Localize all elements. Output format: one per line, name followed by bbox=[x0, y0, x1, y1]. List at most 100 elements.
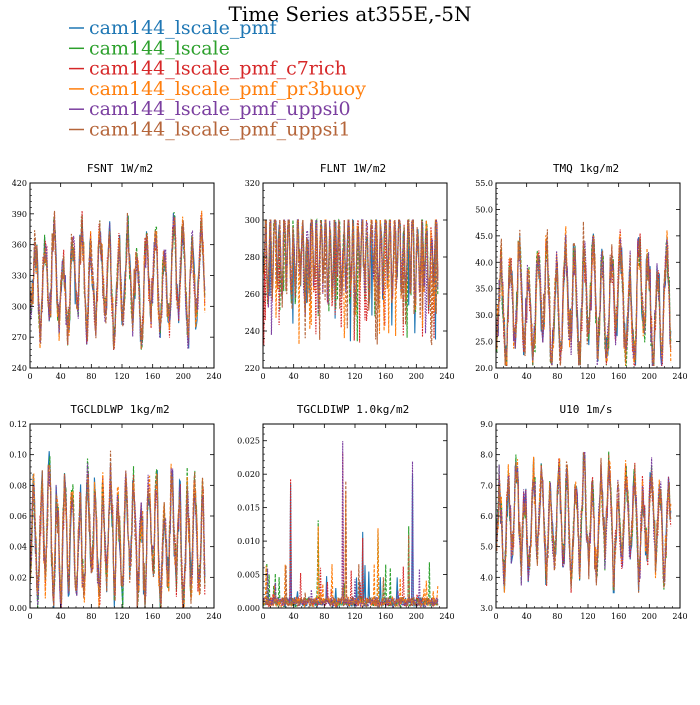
series-line-3-5 bbox=[30, 450, 206, 608]
y-tick-label-1-0: 220 bbox=[245, 364, 260, 373]
y-tick-label-5-4: 7.0 bbox=[480, 481, 493, 490]
y-tick-label-5-2: 5.0 bbox=[480, 543, 493, 552]
y-tick-label-2-7: 55.0 bbox=[475, 179, 493, 188]
series-line-3-4 bbox=[30, 463, 206, 608]
x-tick-label-1-4: 160 bbox=[378, 372, 393, 381]
x-tick-label-5-6: 240 bbox=[672, 612, 687, 621]
x-tick-label-0-2: 80 bbox=[86, 372, 96, 381]
x-tick-label-1-3: 120 bbox=[347, 372, 362, 381]
x-tick-label-5-3: 120 bbox=[580, 612, 595, 621]
series-group-4 bbox=[263, 441, 439, 608]
legend: cam144_lscale_pmfcam144_lscalecam144_lsc… bbox=[69, 17, 366, 141]
panel-title-5: U10 1m/s bbox=[560, 403, 613, 416]
series-line-2-5 bbox=[496, 221, 672, 366]
y-tick-label-3-5: 0.10 bbox=[9, 451, 27, 460]
x-tick-label-0-4: 160 bbox=[145, 372, 160, 381]
panel-1: FLNT 1W/m2 0 40 80 120 160 200 240 220 240 260 280 3… bbox=[245, 162, 455, 381]
x-tick-label-4-0: 0 bbox=[260, 612, 265, 621]
y-tick-label-0-3: 330 bbox=[12, 272, 27, 281]
x-tick-label-1-5: 200 bbox=[409, 372, 424, 381]
legend-label-2: cam144_lscale_pmf_c7rich bbox=[89, 58, 347, 80]
x-tick-label-3-4: 160 bbox=[145, 612, 160, 621]
y-tick-label-4-3: 0.015 bbox=[237, 504, 260, 513]
y-tick-label-3-0: 0.00 bbox=[9, 604, 27, 613]
y-tick-label-4-2: 0.010 bbox=[237, 537, 260, 546]
x-tick-label-5-1: 40 bbox=[522, 612, 532, 621]
y-tick-label-4-5: 0.025 bbox=[237, 437, 260, 446]
y-tick-label-2-1: 25.0 bbox=[475, 338, 493, 347]
x-tick-label-0-0: 0 bbox=[27, 372, 32, 381]
y-tick-label-2-3: 35.0 bbox=[475, 285, 493, 294]
x-tick-label-4-4: 160 bbox=[378, 612, 393, 621]
x-tick-label-1-1: 40 bbox=[289, 372, 299, 381]
series-group-2 bbox=[496, 221, 672, 366]
x-tick-label-3-1: 40 bbox=[56, 612, 66, 621]
y-tick-label-2-6: 50.0 bbox=[475, 205, 493, 214]
y-tick-label-0-6: 420 bbox=[12, 179, 27, 188]
series-line-5-4 bbox=[496, 450, 672, 590]
panels: FSNT 1W/m2 0 40 80 120 160 200 240 240 270 300 330 3… bbox=[9, 162, 687, 621]
x-tick-label-2-5: 200 bbox=[642, 372, 657, 381]
panel-title-0: FSNT 1W/m2 bbox=[87, 162, 153, 175]
panel-3: TGCLDLWP 1kg/m2 0 40 80 120 160 200 240 0.00 0.02… bbox=[9, 403, 221, 621]
panel-title-4: TGCLDIWP 1.0kg/m2 bbox=[297, 403, 410, 416]
x-tick-label-4-2: 80 bbox=[319, 612, 329, 621]
y-tick-label-2-2: 30.0 bbox=[475, 311, 493, 320]
y-tick-label-3-1: 0.02 bbox=[9, 573, 27, 582]
series-group-1 bbox=[263, 217, 439, 346]
y-tick-label-3-6: 0.12 bbox=[9, 420, 27, 429]
panel-5: U10 1m/s 0 40 80 120 160 200 240 3.0 4.0 5.0 6.0 7.0… bbox=[480, 403, 687, 621]
y-tick-label-1-1: 240 bbox=[245, 327, 260, 336]
panel-2: TMQ 1kg/m2 0 40 80 120 160 200 240 20.0 25.0 30.0 3… bbox=[475, 162, 687, 381]
panel-4: TGCLDIWP 1.0kg/m2 0 40 80 120 160 200 240 0.000 0… bbox=[237, 403, 455, 621]
x-tick-label-4-3: 120 bbox=[347, 612, 362, 621]
y-tick-label-5-1: 4.0 bbox=[480, 573, 493, 582]
x-tick-label-2-3: 120 bbox=[580, 372, 595, 381]
x-tick-label-2-0: 0 bbox=[493, 372, 498, 381]
y-tick-label-0-4: 360 bbox=[12, 241, 27, 250]
legend-label-0: cam144_lscale_pmf bbox=[89, 17, 279, 39]
series-group-5 bbox=[496, 450, 672, 594]
y-tick-label-4-4: 0.020 bbox=[237, 470, 260, 479]
x-tick-label-2-1: 40 bbox=[522, 372, 532, 381]
x-tick-label-5-0: 0 bbox=[493, 612, 498, 621]
x-tick-label-5-5: 200 bbox=[642, 612, 657, 621]
legend-label-1: cam144_lscale bbox=[89, 37, 230, 59]
x-tick-label-2-6: 240 bbox=[672, 372, 687, 381]
x-tick-label-1-6: 240 bbox=[439, 372, 454, 381]
y-tick-label-1-2: 260 bbox=[245, 290, 260, 299]
y-tick-label-3-4: 0.08 bbox=[9, 481, 27, 490]
y-tick-label-2-4: 40.0 bbox=[475, 258, 493, 267]
y-tick-label-5-6: 9.0 bbox=[480, 420, 493, 429]
y-tick-label-0-0: 240 bbox=[12, 364, 27, 373]
y-tick-label-5-3: 6.0 bbox=[480, 512, 493, 521]
x-tick-label-0-3: 120 bbox=[114, 372, 129, 381]
x-tick-label-3-0: 0 bbox=[27, 612, 32, 621]
x-tick-label-1-0: 0 bbox=[260, 372, 265, 381]
y-tick-label-5-0: 3.0 bbox=[480, 604, 493, 613]
series-group-3 bbox=[30, 450, 206, 608]
y-tick-label-4-1: 0.005 bbox=[237, 571, 260, 580]
series-group-0 bbox=[30, 210, 206, 351]
panel-0: FSNT 1W/m2 0 40 80 120 160 200 240 240 270 300 330 3… bbox=[12, 162, 222, 381]
panel-title-2: TMQ 1kg/m2 bbox=[553, 162, 619, 175]
y-tick-label-0-1: 270 bbox=[12, 333, 27, 342]
legend-label-5: cam144_lscale_pmf_uppsi1 bbox=[89, 119, 351, 141]
series-line-2-2 bbox=[496, 229, 672, 366]
y-tick-label-1-3: 280 bbox=[245, 253, 260, 262]
x-tick-label-2-2: 80 bbox=[552, 372, 562, 381]
x-tick-label-5-2: 80 bbox=[552, 612, 562, 621]
y-tick-label-1-5: 320 bbox=[245, 179, 260, 188]
y-tick-label-3-3: 0.06 bbox=[9, 512, 27, 521]
figure-title: Time Series at355E,-5N bbox=[229, 2, 472, 26]
x-tick-label-0-6: 240 bbox=[206, 372, 221, 381]
y-tick-label-2-0: 20.0 bbox=[475, 364, 493, 373]
x-tick-label-3-3: 120 bbox=[114, 612, 129, 621]
x-tick-label-3-2: 80 bbox=[86, 612, 96, 621]
x-tick-label-4-6: 240 bbox=[439, 612, 454, 621]
y-tick-label-5-5: 8.0 bbox=[480, 451, 493, 460]
x-tick-label-0-1: 40 bbox=[56, 372, 66, 381]
y-tick-label-1-4: 300 bbox=[245, 216, 260, 225]
